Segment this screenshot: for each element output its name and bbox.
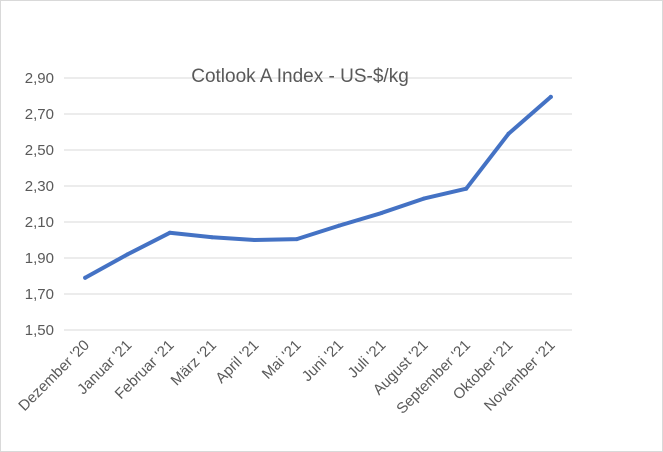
chart-title: Cotlook A Index - US-$/kg: [191, 66, 409, 87]
series-line: [83, 94, 553, 280]
y-tick-label: 2,70: [25, 106, 54, 123]
series-group: [83, 94, 553, 280]
data-point: [210, 235, 215, 240]
data-point: [83, 275, 88, 280]
x-tick-label: April '21: [212, 337, 262, 387]
y-tick-label: 1,70: [25, 286, 54, 303]
data-point: [548, 94, 553, 99]
data-point: [125, 252, 130, 257]
x-tick-label: Dezember '20: [15, 337, 93, 415]
data-point: [506, 131, 511, 136]
data-point: [252, 238, 257, 242]
x-tick-label: März '21: [168, 337, 220, 389]
y-axis: 1,50 1,70 1,90 2,10 2,30 2,50 2,70 2,90: [25, 70, 54, 339]
data-point: [294, 237, 299, 242]
gridlines: [64, 77, 572, 331]
data-point: [421, 196, 426, 201]
y-tick-label: 2,10: [25, 214, 54, 231]
data-point: [464, 186, 469, 191]
data-point: [167, 230, 172, 235]
data-point: [379, 211, 384, 215]
y-tick-label: 2,90: [25, 70, 54, 87]
y-tick-label: 2,50: [25, 142, 54, 159]
y-tick-label: 2,30: [25, 178, 54, 195]
x-tick-label: Juni '21: [299, 337, 347, 385]
y-tick-label: 1,50: [25, 322, 54, 339]
x-tick-label: Mai '21: [259, 337, 305, 383]
x-tick-label: September '21: [393, 337, 474, 418]
data-point: [337, 223, 342, 228]
y-tick-label: 1,90: [25, 250, 54, 267]
